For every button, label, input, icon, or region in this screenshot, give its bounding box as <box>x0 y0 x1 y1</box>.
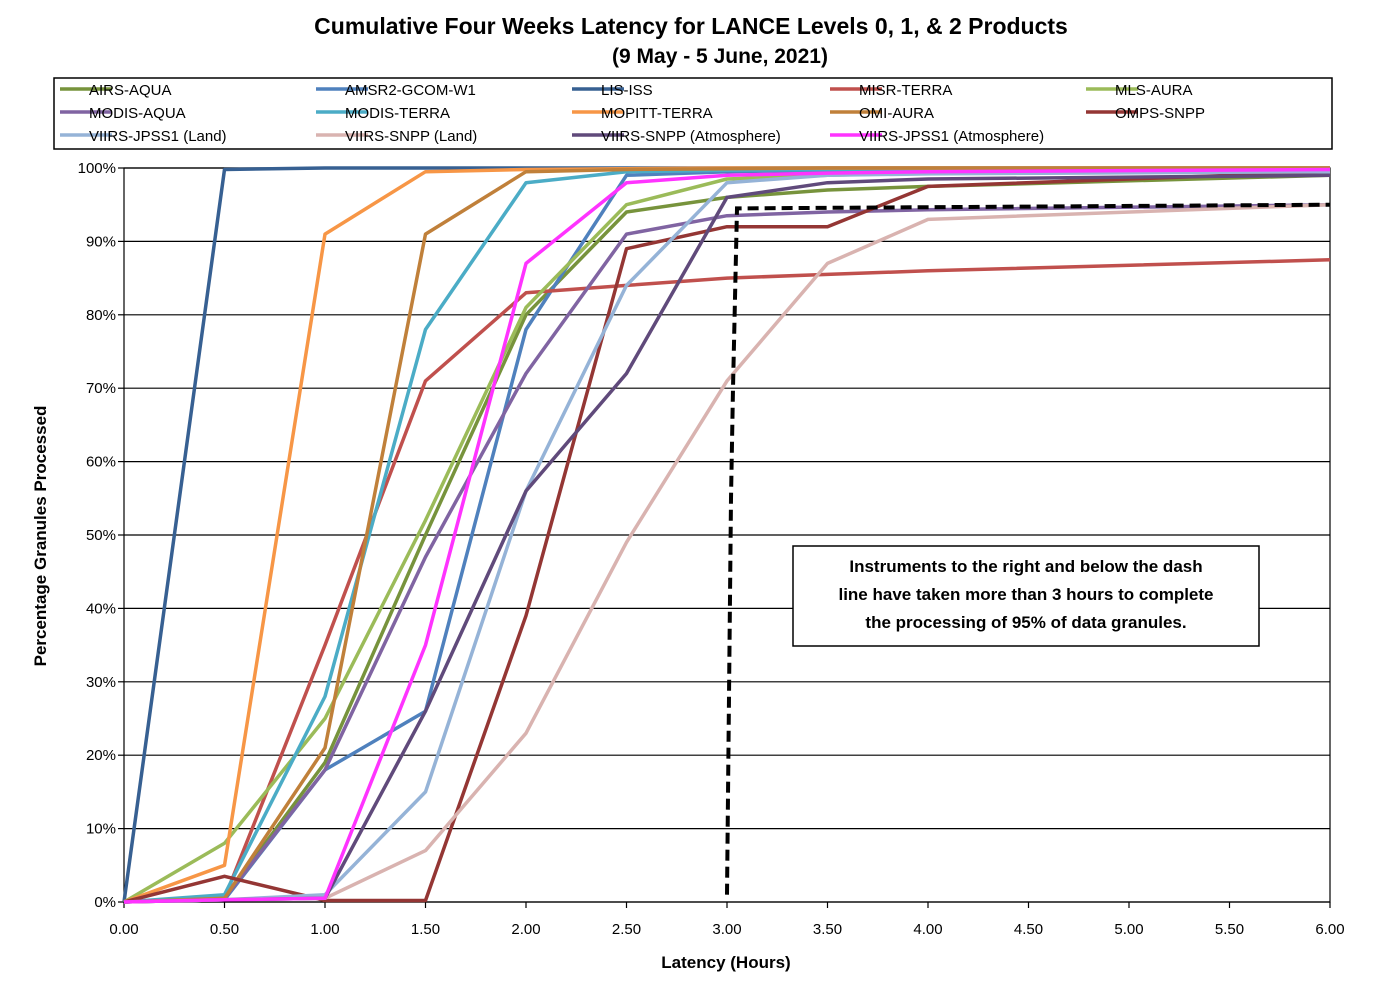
y-axis-label: Percentage Granules Processed <box>31 406 50 667</box>
legend-label: VIIRS-JPSS1 (Atmosphere) <box>859 128 1044 145</box>
x-tick-label: 2.50 <box>612 921 641 938</box>
x-tick-label: 2.00 <box>511 921 540 938</box>
legend-item-omi-aura: OMI-AURA <box>830 105 934 122</box>
chart-subtitle: (9 May - 5 June, 2021) <box>612 45 828 68</box>
x-tick-label: 4.00 <box>913 921 942 938</box>
legend-label: VIIRS-JPSS1 (Land) <box>89 128 227 145</box>
y-tick-label: 100% <box>78 160 116 177</box>
legend-label: LIS-ISS <box>601 82 653 99</box>
x-tick-label: 1.50 <box>411 921 440 938</box>
legend-label: MOPITT-TERRA <box>601 105 713 122</box>
legend-label: OMI-AURA <box>859 105 934 122</box>
series-line-viirs-jpss1-atmosphere <box>123 167 1331 904</box>
y-tick-label: 40% <box>86 600 116 617</box>
series-line-misr-terra <box>123 258 1331 904</box>
legend-label: VIIRS-SNPP (Atmosphere) <box>601 128 781 145</box>
legend: AIRS-AQUA AMSR2-GCOM-W1 LIS-ISS MISR-TERRA M… <box>60 82 1205 145</box>
legend-item-viirs-snpp-land: VIIRS-SNPP (Land) <box>316 128 477 145</box>
x-axis-ticks: 0.00 0.50 1.00 1.50 2.00 2.50 3.00 3.50 4.00 4.50… <box>109 902 1345 938</box>
legend-item-amsr2-gcom-w1: AMSR2-GCOM-W1 <box>316 82 476 99</box>
series-line-viirs-jpss1-land <box>123 169 1331 904</box>
legend-item-misr-terra: MISR-TERRA <box>830 82 952 99</box>
y-tick-label: 30% <box>86 674 116 691</box>
y-tick-label: 20% <box>86 747 116 764</box>
threshold-dashed-line <box>725 202 1331 895</box>
legend-item-mopitt-terra: MOPITT-TERRA <box>572 105 713 122</box>
legend-label: AIRS-AQUA <box>89 82 172 99</box>
x-tick-label: 6.00 <box>1315 921 1344 938</box>
y-tick-label: 80% <box>86 307 116 324</box>
legend-item-omps-snpp: OMPS-SNPP <box>1086 105 1205 122</box>
series-lines <box>122 166 1331 904</box>
y-tick-label: 60% <box>86 454 116 471</box>
legend-label: AMSR2-GCOM-W1 <box>345 82 476 99</box>
x-axis-label: Latency (Hours) <box>661 953 790 972</box>
legend-label: MODIS-TERRA <box>345 105 450 122</box>
legend-item-airs-aqua: AIRS-AQUA <box>60 82 172 99</box>
x-tick-label: 1.00 <box>310 921 339 938</box>
x-tick-label: 4.50 <box>1014 921 1043 938</box>
legend-item-mls-aura: MLS-AURA <box>1086 82 1193 99</box>
chart-title: Cumulative Four Weeks Latency for LANCE … <box>314 13 1068 39</box>
legend-item-viirs-jpss1-land: VIIRS-JPSS1 (Land) <box>60 128 227 145</box>
series-line-airs-aqua <box>123 173 1331 904</box>
annotation-line-3: the processing of 95% of data granules. <box>865 613 1186 632</box>
legend-label: VIIRS-SNPP (Land) <box>345 128 477 145</box>
x-tick-label: 3.00 <box>712 921 741 938</box>
x-tick-label: 3.50 <box>813 921 842 938</box>
series-line-modis-aqua <box>123 202 1331 904</box>
series-line-omi-aura <box>123 166 1330 904</box>
x-tick-label: 5.00 <box>1114 921 1143 938</box>
legend-item-lis-iss: LIS-ISS <box>572 82 653 99</box>
annotation-line-2: line have taken more than 3 hours to com… <box>838 585 1213 604</box>
legend-item-modis-aqua: MODIS-AQUA <box>60 105 186 122</box>
legend-label: MODIS-AQUA <box>89 105 186 122</box>
y-axis-ticks: 0% 10% 20% 30% 40% 50% 60% 70% 80% 90% 100% <box>78 160 124 911</box>
legend-item-modis-terra: MODIS-TERRA <box>316 105 450 122</box>
x-tick-label: 5.50 <box>1215 921 1244 938</box>
y-tick-label: 50% <box>86 527 116 544</box>
x-tick-label: 0.00 <box>109 921 138 938</box>
annotation-box: Instruments to the right and below the d… <box>792 545 1260 647</box>
y-tick-label: 70% <box>86 380 116 397</box>
annotation-line-1: Instruments to the right and below the d… <box>849 557 1202 576</box>
x-tick-label: 0.50 <box>210 921 239 938</box>
y-tick-label: 0% <box>94 894 116 911</box>
legend-item-viirs-jpss1-atmosphere: VIIRS-JPSS1 (Atmosphere) <box>830 128 1044 145</box>
y-tick-label: 10% <box>86 821 116 838</box>
legend-label: MLS-AURA <box>1115 82 1193 99</box>
legend-label: MISR-TERRA <box>859 82 952 99</box>
y-tick-label: 90% <box>86 233 116 250</box>
legend-item-viirs-snpp-atmosphere: VIIRS-SNPP (Atmosphere) <box>572 128 781 145</box>
legend-label: OMPS-SNPP <box>1115 105 1205 122</box>
